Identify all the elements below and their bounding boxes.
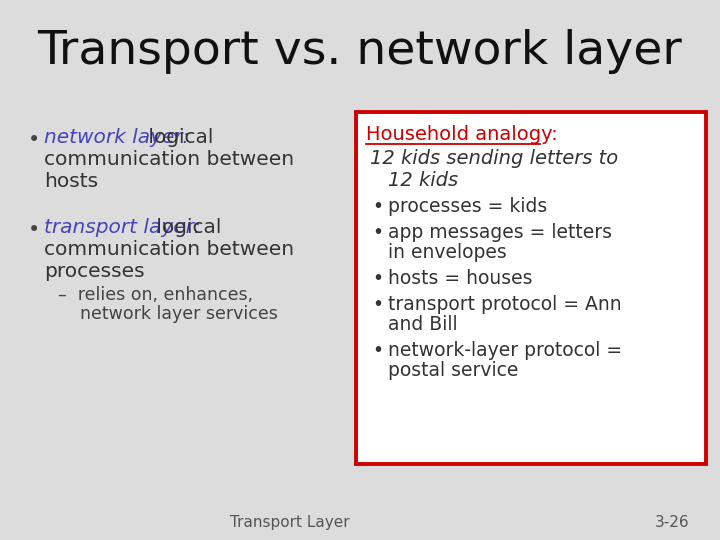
Text: logical: logical bbox=[142, 128, 213, 147]
Text: and Bill: and Bill bbox=[388, 315, 458, 334]
Text: –  relies on, enhances,: – relies on, enhances, bbox=[58, 286, 253, 304]
Text: network layer:: network layer: bbox=[44, 128, 189, 147]
Text: network layer services: network layer services bbox=[58, 305, 278, 323]
Text: in envelopes: in envelopes bbox=[388, 243, 507, 262]
Text: •: • bbox=[372, 197, 383, 216]
Text: app messages = letters: app messages = letters bbox=[388, 223, 612, 242]
Text: Transport vs. network layer: Transport vs. network layer bbox=[37, 30, 683, 75]
Text: transport layer:: transport layer: bbox=[44, 218, 201, 237]
Text: logical: logical bbox=[150, 218, 221, 237]
Text: postal service: postal service bbox=[388, 361, 518, 380]
Text: network-layer protocol =: network-layer protocol = bbox=[388, 341, 622, 360]
Text: •: • bbox=[372, 295, 383, 314]
Text: communication between: communication between bbox=[44, 240, 294, 259]
Text: communication between: communication between bbox=[44, 150, 294, 169]
FancyBboxPatch shape bbox=[356, 112, 706, 464]
Text: processes = kids: processes = kids bbox=[388, 197, 547, 216]
Text: •: • bbox=[28, 220, 40, 240]
Text: Transport Layer: Transport Layer bbox=[230, 515, 350, 530]
Text: •: • bbox=[372, 341, 383, 360]
Text: 3-26: 3-26 bbox=[654, 515, 689, 530]
Text: 12 kids: 12 kids bbox=[388, 171, 458, 190]
Text: processes: processes bbox=[44, 262, 145, 281]
Text: hosts: hosts bbox=[44, 172, 98, 191]
Text: 12 kids sending letters to: 12 kids sending letters to bbox=[370, 149, 618, 168]
Text: •: • bbox=[372, 269, 383, 288]
Text: hosts = houses: hosts = houses bbox=[388, 269, 533, 288]
Text: •: • bbox=[28, 130, 40, 150]
Text: •: • bbox=[372, 223, 383, 242]
Text: Household analogy:: Household analogy: bbox=[366, 125, 558, 144]
Text: transport protocol = Ann: transport protocol = Ann bbox=[388, 295, 621, 314]
